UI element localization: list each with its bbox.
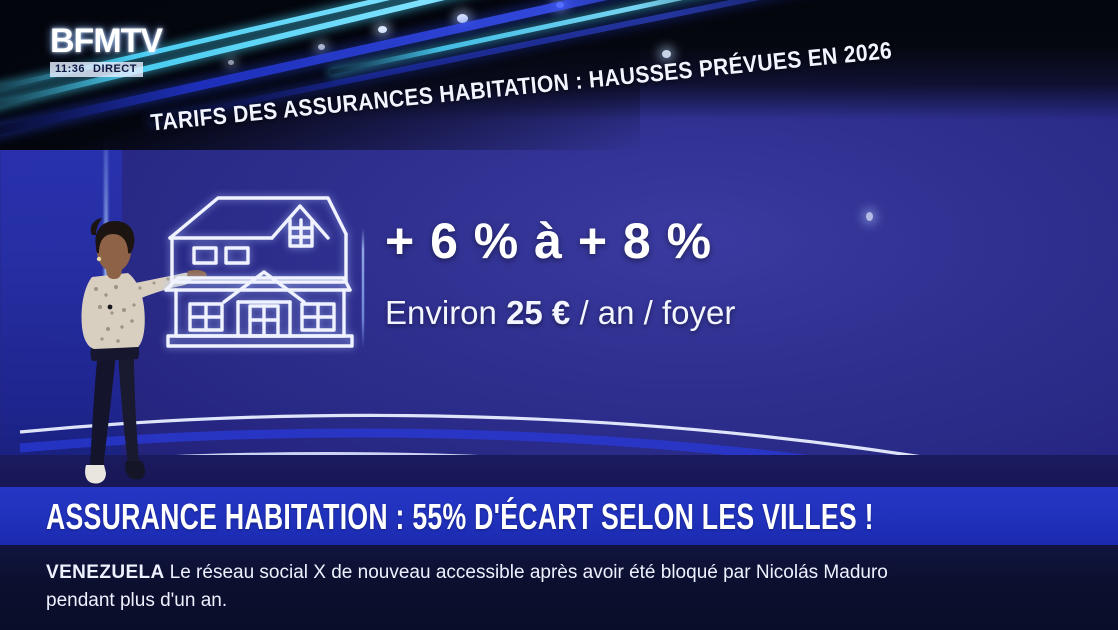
ticker-body: Le réseau social X de nouveau accessible… bbox=[46, 562, 888, 611]
news-ticker: VENEZUELA Le réseau social X de nouveau … bbox=[0, 545, 1118, 630]
live-badge: DIRECT bbox=[93, 63, 137, 75]
bfmtv-logo: BFMTV bbox=[50, 22, 163, 60]
stat-main-value: + 6 % à + 8 % bbox=[385, 213, 713, 269]
graphic-divider bbox=[362, 228, 364, 348]
lower-third-banner: ASSURANCE HABITATION : 55% D'ÉCART SELON… bbox=[0, 487, 1118, 545]
studio-spotlight bbox=[866, 212, 873, 221]
presenter bbox=[40, 215, 215, 490]
live-time-bar: 11:36 DIRECT bbox=[50, 62, 143, 77]
studio-spotlight bbox=[318, 44, 325, 50]
clock-time: 11:36 bbox=[55, 63, 86, 75]
house-icon bbox=[160, 186, 360, 356]
studio-spotlight bbox=[457, 14, 468, 23]
studio-spotlight bbox=[228, 60, 234, 65]
stat-sub-suffix: / an / foyer bbox=[570, 294, 736, 331]
stat-sub-prefix: Environ bbox=[385, 294, 507, 331]
ticker-kicker: VENEZUELA bbox=[46, 562, 170, 583]
banner-headline: ASSURANCE HABITATION : 55% D'ÉCART SELON… bbox=[46, 495, 874, 537]
channel-logo-block: BFMTV 11:36 DIRECT bbox=[50, 22, 163, 77]
studio-spotlight bbox=[378, 26, 387, 33]
stat-sub-line: Environ 25 € / an / foyer bbox=[385, 296, 735, 329]
studio-left-panel-edge bbox=[104, 96, 108, 446]
ticker-content: VENEZUELA Le réseau social X de nouveau … bbox=[0, 545, 946, 614]
stat-sub-highlight: 25 € bbox=[506, 294, 571, 331]
studio-spotlight bbox=[662, 50, 671, 58]
